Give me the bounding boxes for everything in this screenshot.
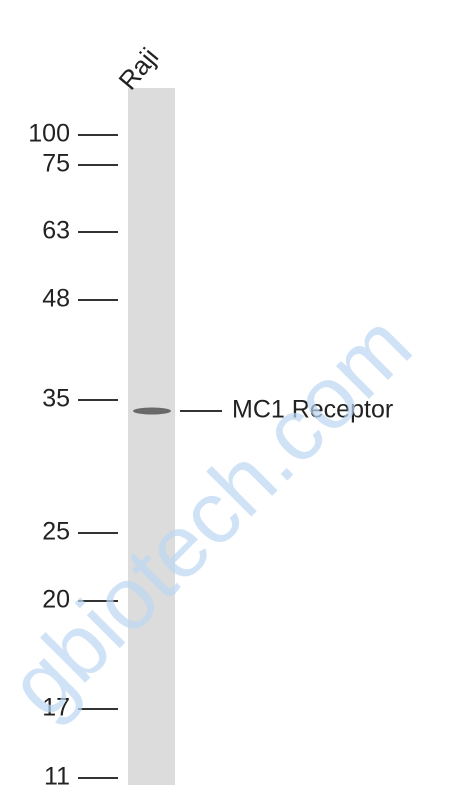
marker-label: 63 [42, 217, 70, 245]
marker-label: 11 [44, 763, 70, 791]
marker-label: 100 [28, 120, 70, 148]
marker-label: 48 [42, 285, 70, 313]
marker-label: 25 [42, 518, 70, 546]
blot-figure: Raji 1007563483525201711 MC1 Receptor gb… [0, 0, 462, 809]
marker-label: 75 [42, 150, 70, 178]
marker-label: 35 [42, 385, 70, 413]
lane [128, 88, 175, 785]
band [133, 408, 171, 415]
